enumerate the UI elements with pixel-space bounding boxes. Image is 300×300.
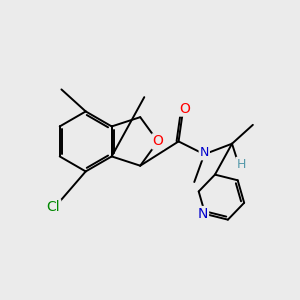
Text: H: H bbox=[236, 158, 246, 171]
Text: N: N bbox=[198, 207, 208, 221]
Text: Cl: Cl bbox=[46, 200, 60, 214]
Text: O: O bbox=[179, 102, 190, 116]
Text: O: O bbox=[152, 134, 163, 148]
Text: N: N bbox=[200, 146, 209, 159]
